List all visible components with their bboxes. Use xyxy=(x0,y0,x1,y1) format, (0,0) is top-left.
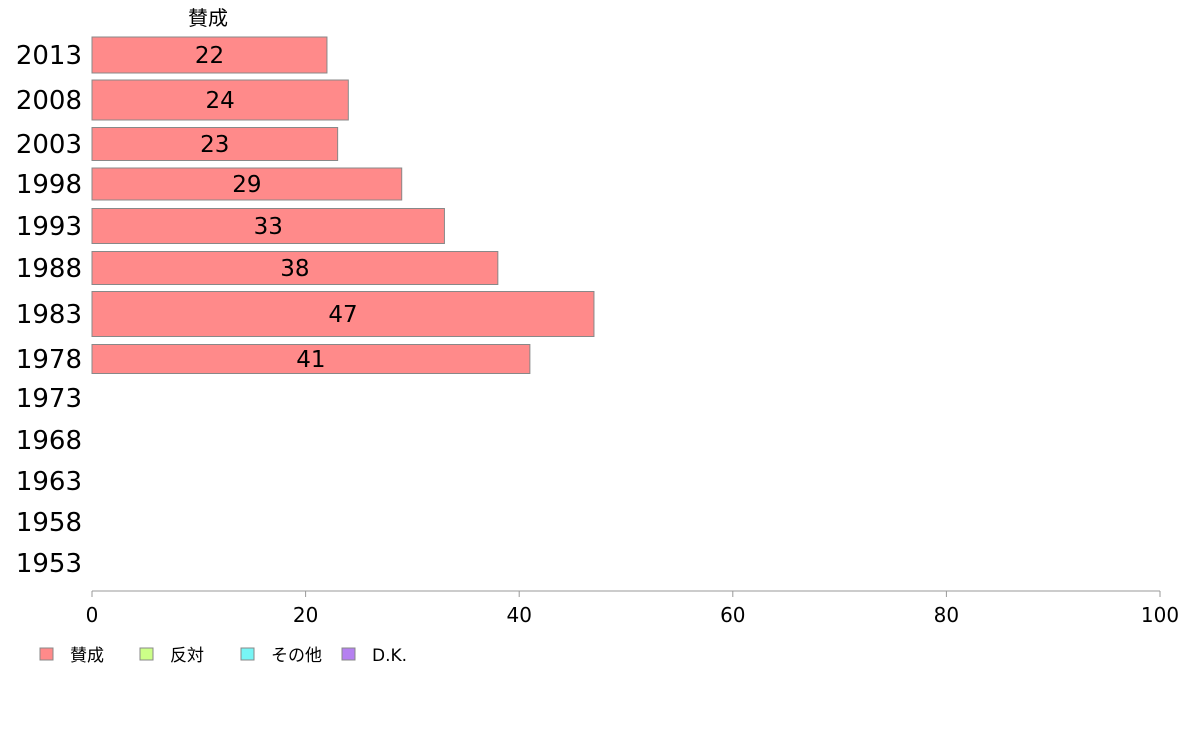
legend-swatch-3 xyxy=(341,647,356,661)
category-label-2008: 2008 xyxy=(16,86,82,116)
category-label-1993: 1993 xyxy=(16,212,82,242)
category-label-1988: 1988 xyxy=(16,254,82,284)
bar-label-1978-0: 41 xyxy=(296,347,325,373)
category-label-1973: 1973 xyxy=(16,384,82,414)
x-tick-label-0: 0 xyxy=(86,603,99,627)
bar-1983-0 xyxy=(91,291,595,337)
bar-label-2008-0: 24 xyxy=(206,88,235,114)
x-axis: 0 20 40 60 80 100 xyxy=(86,590,1179,627)
x-tick-label-100: 100 xyxy=(1141,603,1179,627)
bar-label-1983-0: 47 xyxy=(328,302,357,328)
x-tick-label-40: 40 xyxy=(506,603,531,627)
bar-label-2013-0: 22 xyxy=(195,43,224,69)
legend-label-2: その他 xyxy=(271,646,322,666)
legend-swatch-1 xyxy=(139,647,154,661)
category-label-1983: 1983 xyxy=(16,300,82,330)
category-label-1968: 1968 xyxy=(16,426,82,456)
category-label-1958: 1958 xyxy=(16,508,82,538)
category-label-2013: 2013 xyxy=(16,41,82,71)
bar-label-1993-0: 33 xyxy=(254,214,283,240)
x-tick-label-20: 20 xyxy=(293,603,318,627)
bar-label-1998-0: 29 xyxy=(232,172,261,198)
category-label-1963: 1963 xyxy=(16,467,82,497)
legend-label-1: 反対 xyxy=(170,646,204,666)
category-label-1953: 1953 xyxy=(16,549,82,579)
bar-1978-0 xyxy=(91,344,531,374)
series-header: 賛成 xyxy=(188,6,228,30)
bar-1988-0 xyxy=(91,251,499,285)
category-label-1998: 1998 xyxy=(16,170,82,200)
legend-swatch-0 xyxy=(39,647,54,661)
x-tick-label-80: 80 xyxy=(934,603,959,627)
bar-1993-0 xyxy=(91,208,445,244)
bar-label-1988-0: 38 xyxy=(280,256,309,282)
x-tick-label-60: 60 xyxy=(720,603,745,627)
category-labels: 2013 2008 2003 1998 1993 1988 1983 1978 1973 1968… xyxy=(16,41,82,579)
legend-label-0: 賛成 xyxy=(70,646,104,666)
category-label-2003: 2003 xyxy=(16,130,82,160)
bar-1998-0 xyxy=(91,167,403,201)
bar-label-2003-0: 23 xyxy=(200,132,229,158)
bar-2013-0 xyxy=(91,36,328,74)
category-label-1978: 1978 xyxy=(16,345,82,375)
bar-2003-0 xyxy=(91,127,339,161)
legend-label-3: D.K. xyxy=(372,646,407,666)
legend: 賛成 反対 その他 D.K. xyxy=(39,646,407,666)
legend-swatch-2 xyxy=(240,647,255,661)
bar-2008-0 xyxy=(91,79,349,121)
